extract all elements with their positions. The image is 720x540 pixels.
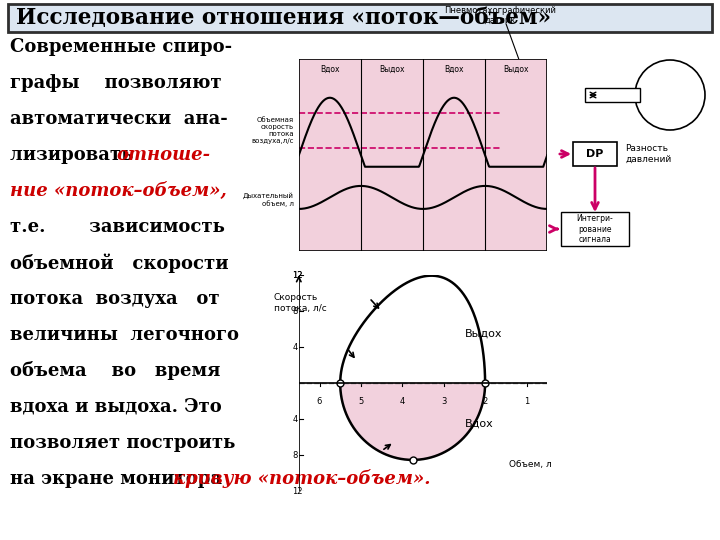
Text: Пневмотахографический: Пневмотахографический: [444, 6, 556, 15]
Text: Объемная
скорость
потока
воздуха,л/с: Объемная скорость потока воздуха,л/с: [251, 117, 294, 144]
Text: 4: 4: [292, 343, 298, 352]
Text: ние «поток–объем»,: ние «поток–объем»,: [10, 182, 227, 200]
Text: Интегри-
рование
сигнала: Интегри- рование сигнала: [577, 214, 613, 244]
Text: объемной   скорости: объемной скорости: [10, 253, 229, 273]
FancyBboxPatch shape: [585, 88, 640, 102]
Text: объема    во   время: объема во время: [10, 361, 220, 381]
Text: 6: 6: [317, 397, 322, 406]
Text: 8: 8: [292, 307, 298, 316]
Text: Разность
давлений: Разность давлений: [625, 144, 671, 164]
Text: 8: 8: [292, 451, 298, 460]
Text: DP: DP: [586, 149, 603, 159]
FancyBboxPatch shape: [573, 142, 617, 166]
Text: вдоха и выдоха. Это: вдоха и выдоха. Это: [10, 398, 222, 416]
Text: отноше-: отноше-: [116, 146, 210, 164]
Text: т.е.       зависимость: т.е. зависимость: [10, 218, 225, 236]
Text: Исследование отношения «поток—объем»: Исследование отношения «поток—объем»: [16, 7, 551, 29]
Text: 4: 4: [400, 397, 405, 406]
Text: Выдох: Выдох: [464, 329, 502, 339]
Text: 5: 5: [359, 397, 364, 406]
Text: 4: 4: [292, 415, 298, 424]
Polygon shape: [341, 383, 485, 460]
Text: графы    позволяют: графы позволяют: [10, 74, 222, 92]
Text: Выдох: Выдох: [503, 65, 529, 74]
Text: 1: 1: [524, 397, 529, 406]
FancyBboxPatch shape: [561, 212, 629, 246]
Text: кривую «поток–объем».: кривую «поток–объем».: [173, 469, 431, 489]
Text: датчик: датчик: [485, 16, 516, 25]
Text: Дыхательный
объем, л: Дыхательный объем, л: [243, 192, 294, 207]
Text: 3: 3: [441, 397, 446, 406]
Text: позволяет построить: позволяет построить: [10, 434, 235, 452]
Text: на экране монитора: на экране монитора: [10, 470, 228, 488]
Text: Вдох: Вдох: [464, 419, 493, 429]
Text: автоматически  ана-: автоматически ана-: [10, 110, 228, 128]
Text: потока  воздуха   от: потока воздуха от: [10, 290, 220, 308]
Text: Вдох: Вдох: [444, 65, 464, 74]
Text: 12: 12: [292, 487, 303, 496]
Polygon shape: [341, 383, 485, 460]
Text: 12: 12: [292, 271, 303, 280]
Text: 12: 12: [292, 271, 303, 280]
Text: величины  легочного: величины легочного: [10, 326, 239, 344]
Text: Современные спиро-: Современные спиро-: [10, 38, 232, 56]
Text: лизировать: лизировать: [10, 146, 140, 164]
Text: Объем, л: Объем, л: [508, 460, 552, 469]
Text: Вдох: Вдох: [320, 65, 340, 74]
Text: Скорость
потока, л/с: Скорость потока, л/с: [274, 293, 327, 313]
Text: 2: 2: [482, 397, 487, 406]
Text: Выдох: Выдох: [379, 65, 405, 74]
FancyBboxPatch shape: [8, 4, 712, 32]
